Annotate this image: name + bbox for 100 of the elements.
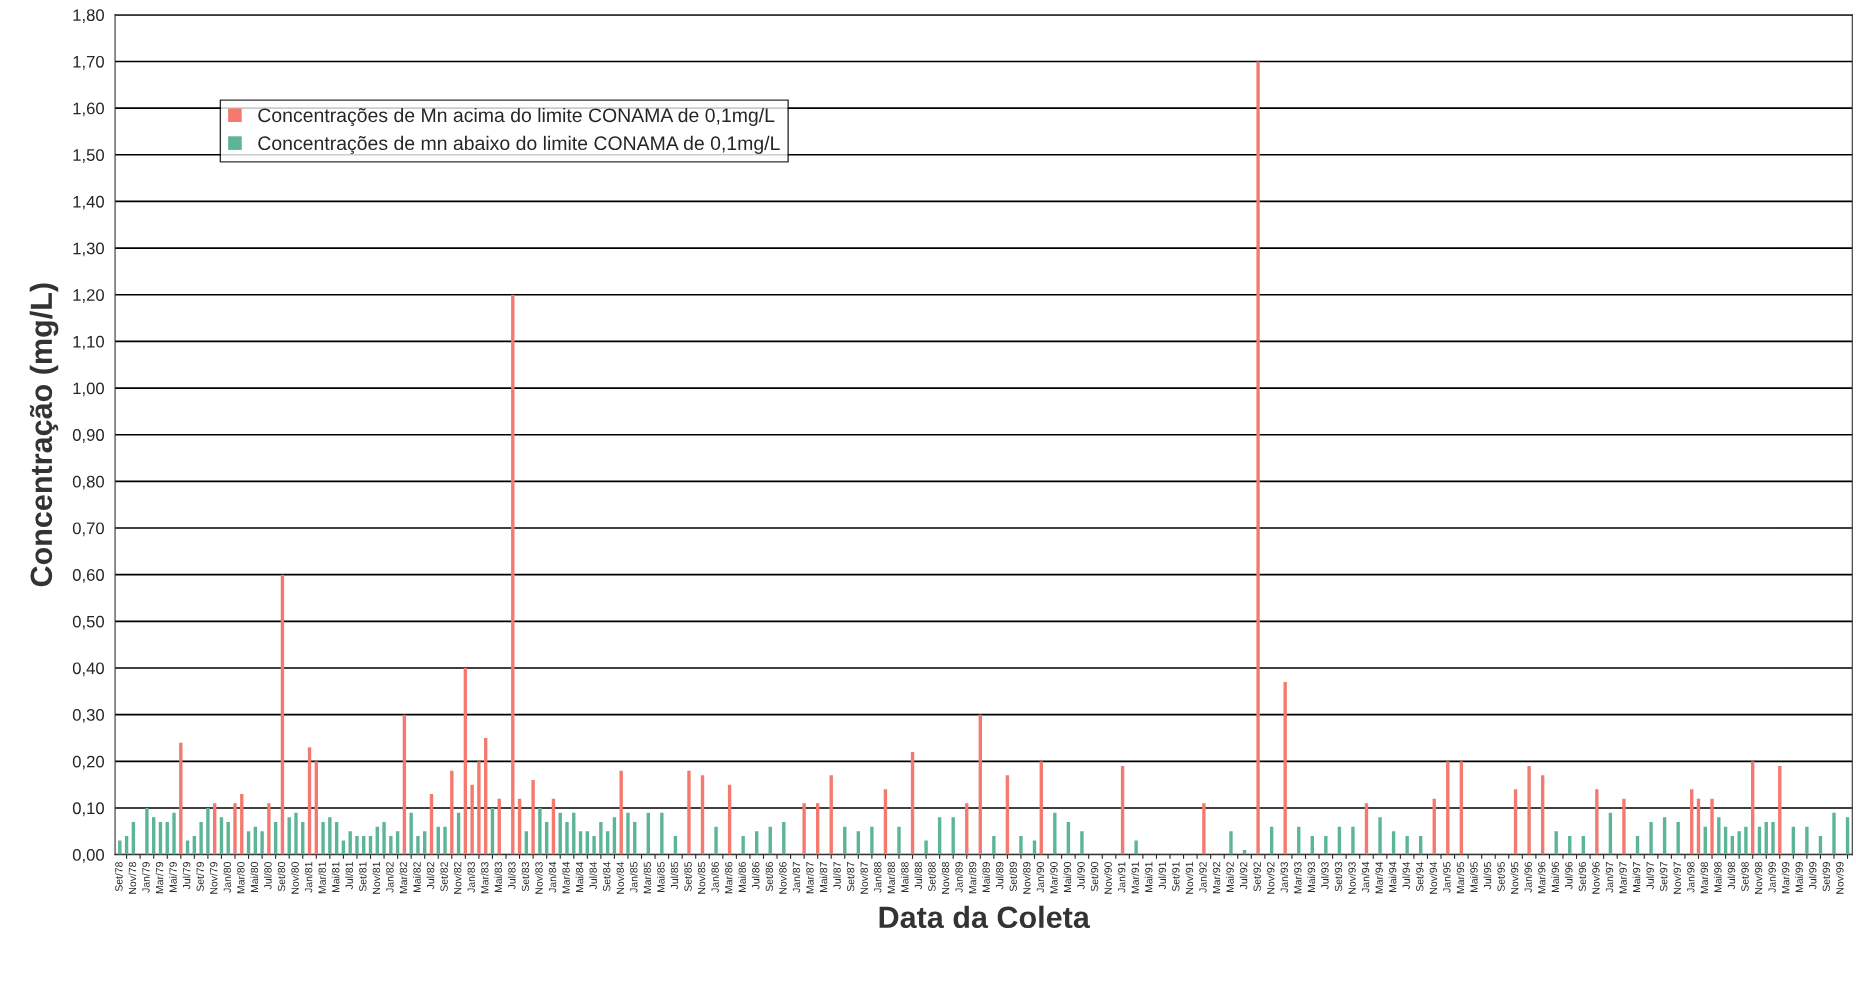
bar	[267, 803, 271, 855]
bar	[1019, 835, 1023, 855]
x-tick-label: Jan/91	[1117, 862, 1126, 893]
bar	[951, 817, 955, 855]
bar	[1771, 821, 1775, 855]
x-tick-label: Jan/94	[1361, 861, 1370, 893]
x-tick-label: Set/94	[1415, 861, 1424, 892]
x-tick-label: Nov/99	[1835, 862, 1844, 894]
bar	[1744, 826, 1748, 855]
bar	[992, 835, 996, 855]
x-tick-label: Nov/95	[1510, 862, 1519, 894]
x-tick-label: Mar/80	[236, 861, 245, 894]
x-tick-label: Mar/99	[1781, 862, 1790, 894]
x-tick-label: Jan/93	[1280, 862, 1288, 893]
bar	[118, 840, 122, 855]
x-tick-label: Mar/85	[643, 862, 652, 894]
x-tick-label: Jan/99	[1768, 862, 1776, 893]
x-tick-label: Nov/78	[128, 862, 137, 894]
x-tick-label: Set/89	[1009, 862, 1017, 892]
y-tick-label: 1,30	[73, 242, 105, 257]
x-tick-label: Nov/86	[778, 862, 787, 894]
bar	[1649, 821, 1653, 855]
x-tick-label: Mai/87	[819, 862, 828, 892]
x-tick-label: Jan/81	[304, 862, 313, 893]
x-tick-label: Jul/93	[1320, 862, 1329, 890]
x-tick-label: Mar/95	[1456, 862, 1465, 894]
bar	[1622, 798, 1626, 855]
x-tick-label: Set/90	[1090, 861, 1099, 892]
x-tick-label: Mar/87	[806, 862, 814, 894]
x-tick-label: Mai/94	[1388, 861, 1397, 892]
x-tick-label: Nov/93	[1348, 862, 1356, 894]
x-tick-label: Mar/83	[480, 862, 489, 894]
x-tick-label: Set/85	[684, 862, 692, 892]
y-tick-label: 0,50	[72, 615, 105, 630]
bar	[924, 840, 928, 855]
bar	[660, 812, 664, 855]
x-tick-label: Jan/84	[548, 861, 557, 893]
x-tick-label: Nov/83	[535, 862, 543, 894]
bar	[260, 831, 264, 855]
x-tick-label: Mai/97	[1632, 862, 1641, 892]
y-tick-label: 1,70	[73, 55, 105, 70]
bar	[1202, 803, 1206, 855]
y-tick-label: 0,10	[72, 802, 105, 817]
bar	[1324, 835, 1328, 855]
x-tick-label: Mar/89	[968, 862, 977, 894]
x-tick-label: Jul/89	[995, 862, 1004, 890]
bar	[1527, 765, 1531, 855]
y-tick-label: 1,00	[73, 382, 105, 397]
x-tick-label: Mar/97	[1619, 862, 1627, 894]
x-tick-label: Mai/81	[331, 862, 340, 892]
x-tick-label: Mar/94	[1375, 861, 1383, 894]
x-tick-label: Mar/88	[887, 862, 896, 894]
x-tick-label: Mar/90	[1049, 861, 1058, 894]
x-tick-label: Jul/96	[1564, 862, 1573, 890]
bar	[687, 770, 691, 855]
bar	[382, 821, 386, 855]
y-tick-label: 0,80	[72, 475, 105, 490]
bar	[294, 812, 298, 855]
x-tick-label: Mar/93	[1293, 862, 1302, 894]
x-tick-label: Nov/98	[1754, 862, 1763, 894]
y-tick-label: 0,20	[72, 755, 105, 770]
y-tick-label: 1,50	[73, 149, 105, 163]
x-tick-label: Jan/79	[142, 862, 150, 893]
bar	[389, 835, 393, 855]
x-tick-label: Mai/93	[1307, 862, 1316, 892]
y-tick-label: 1,60	[73, 102, 105, 117]
x-tick-label: Mai/96	[1551, 862, 1559, 892]
x-tick-label: Mai/92	[1226, 862, 1234, 892]
x-tick-label: Mai/84	[575, 861, 584, 892]
x-tick-label: Set/92	[1253, 862, 1261, 892]
x-tick-label: Set/96	[1578, 862, 1587, 892]
bar	[206, 807, 210, 855]
x-tick-label: Nov/79	[209, 862, 218, 894]
x-tick-label: Jul/79	[182, 862, 191, 890]
bar	[870, 826, 874, 855]
x-tick-label: Jul/85	[670, 862, 679, 890]
bar	[1256, 61, 1260, 855]
bar	[416, 835, 420, 855]
x-tick-label: Nov/81	[372, 862, 381, 894]
x-tick-label: Set/80	[277, 861, 286, 892]
bar	[592, 835, 596, 855]
legend-label: Concentrações de Mn acima do limite CONAMA de 0,1mg/L	[258, 107, 775, 127]
x-tick-label: Set/81	[358, 862, 367, 892]
bar	[1805, 826, 1809, 855]
bar	[1378, 817, 1382, 855]
x-tick-label: Nov/80	[291, 861, 299, 894]
y-tick-label: 0,40	[72, 662, 105, 677]
x-tick-label: Mai/89	[982, 862, 990, 892]
x-tick-label: Mar/91	[1131, 862, 1139, 894]
y-tick-label: 0,70	[72, 522, 105, 537]
x-tick-label: Mai/80	[250, 861, 259, 892]
x-tick-label: Jul/99	[1808, 862, 1817, 890]
x-tick-label: Set/79	[196, 862, 204, 892]
x-tick-label: Jul/94	[1402, 861, 1410, 890]
bar	[565, 821, 569, 855]
bar	[741, 835, 745, 855]
x-tick-label: Mar/82	[399, 862, 408, 894]
x-tick-label: Jul/98	[1727, 862, 1736, 890]
bar	[409, 812, 413, 855]
bar	[1283, 681, 1287, 855]
